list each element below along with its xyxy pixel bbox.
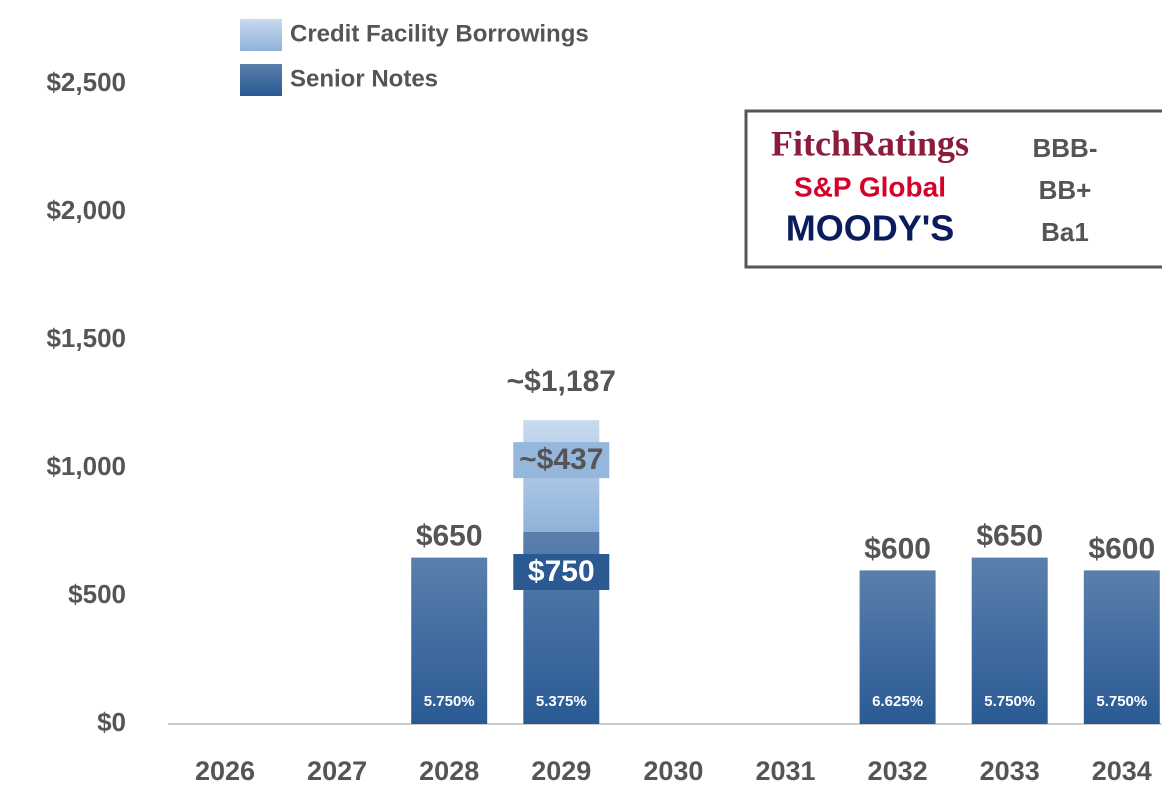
value-label: $750 (528, 555, 595, 588)
y-tick-label: $2,500 (46, 67, 126, 97)
label-bg (513, 554, 610, 590)
x-tick-label: 2031 (755, 756, 815, 786)
x-tick-label: 2030 (643, 756, 703, 786)
x-tick-label: 2028 (419, 756, 479, 786)
value-label: ~$437 (519, 443, 603, 476)
rate-label: 5.750% (984, 693, 1035, 710)
y-tick-label: $0 (97, 707, 126, 737)
agency-name: MOODY'S (786, 208, 955, 249)
total-label: ~$1,187 (507, 365, 616, 398)
legend-swatch (240, 64, 282, 96)
y-tick-label: $1,000 (46, 451, 126, 481)
legend-label: Senior Notes (290, 65, 438, 92)
value-label: $650 (976, 520, 1043, 553)
x-tick-label: 2027 (307, 756, 367, 786)
x-tick-label: 2034 (1092, 756, 1152, 786)
value-label: $600 (1088, 532, 1155, 565)
bar-segment (411, 557, 488, 724)
y-tick-label: $500 (68, 579, 126, 609)
rate-label: 5.750% (1096, 693, 1147, 710)
agency-name: S&P Global (794, 171, 946, 202)
x-tick-label: 2032 (868, 756, 928, 786)
value-label: $600 (864, 532, 931, 565)
x-tick-label: 2029 (531, 756, 591, 786)
rating: BB+ (1039, 175, 1092, 205)
ratings-box (744, 109, 1162, 269)
bar-segment (971, 557, 1048, 724)
rate-label: 5.375% (536, 693, 587, 710)
rating: Ba1 (1041, 217, 1089, 247)
agency-name: FitchRatings (771, 123, 969, 163)
bar-segment (1083, 570, 1160, 724)
legend-swatch (240, 19, 282, 51)
legend-label: Credit Facility Borrowings (290, 20, 589, 47)
x-tick-label: 2033 (980, 756, 1040, 786)
y-tick-label: $1,500 (46, 323, 126, 353)
x-tick-label: 2026 (195, 756, 255, 786)
rate-label: 5.750% (424, 693, 475, 710)
label-bg (513, 442, 610, 479)
rate-label: 6.625% (872, 693, 923, 710)
bar-segment (859, 570, 936, 724)
value-label: $650 (416, 520, 483, 553)
y-tick-label: $2,000 (46, 195, 126, 225)
rating: BBB- (1033, 133, 1098, 163)
